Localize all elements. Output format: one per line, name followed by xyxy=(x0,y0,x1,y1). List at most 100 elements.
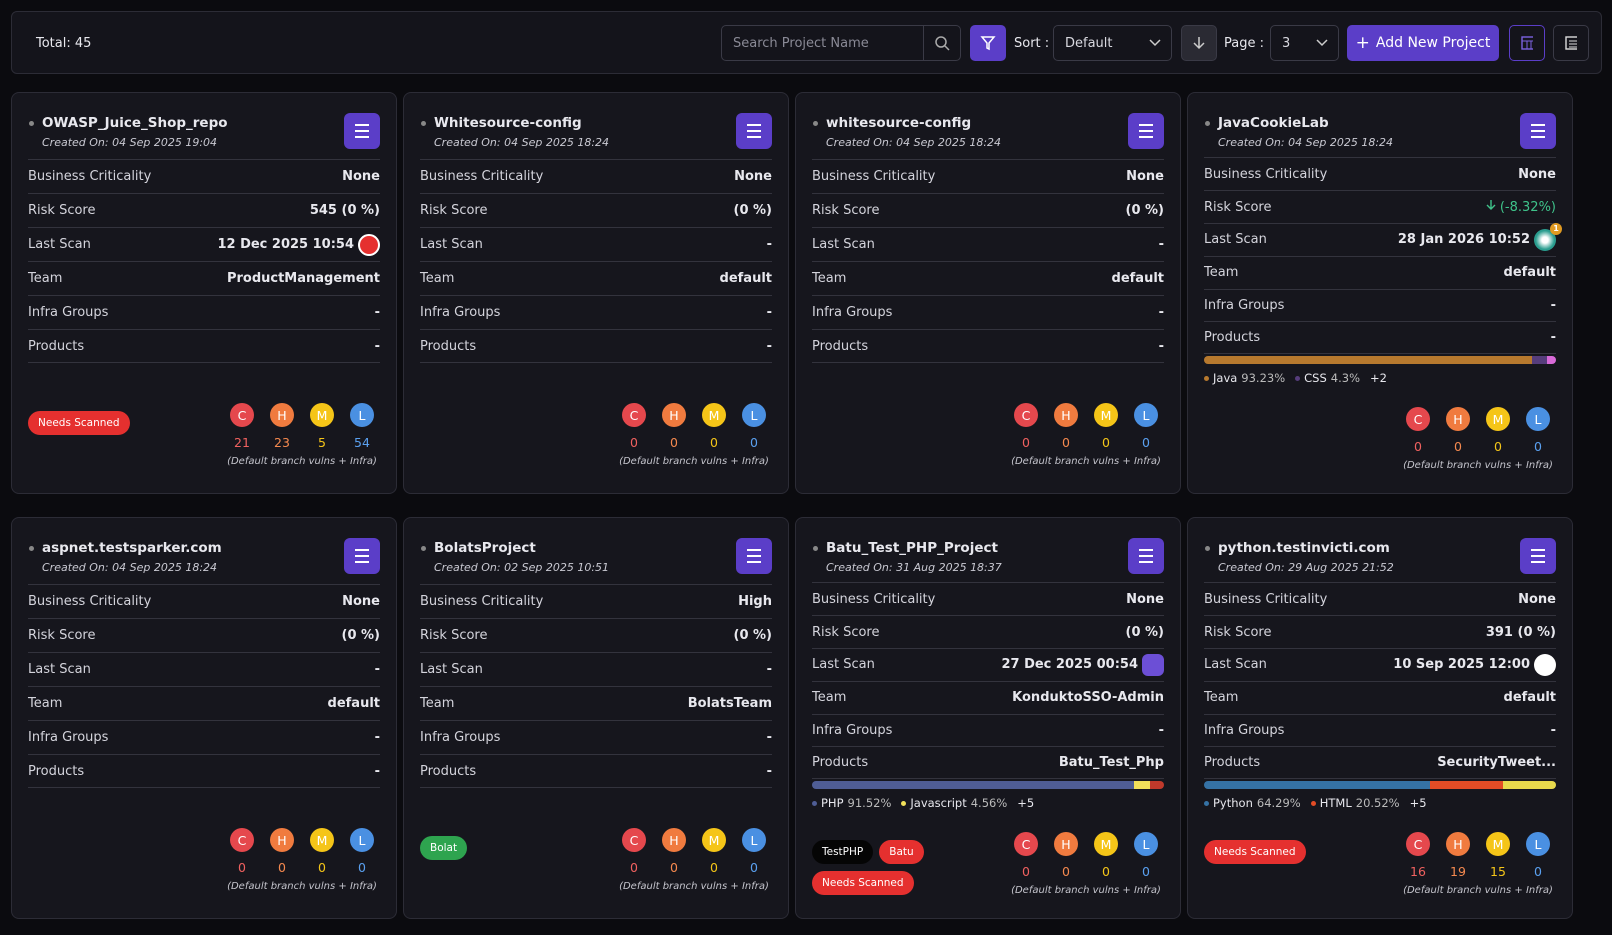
severity-badge: M xyxy=(702,828,726,852)
language-pct: 91.52% xyxy=(847,796,892,811)
language-segment xyxy=(1204,781,1431,790)
severity-count: 0 xyxy=(1142,435,1150,450)
field-row: Last Scan 12 Dec 2025 10:54 xyxy=(28,227,380,261)
severity-count: 19 xyxy=(1450,864,1466,880)
field-value: - xyxy=(1159,723,1164,738)
field-row: Infra Groups - xyxy=(28,295,380,329)
severity-count: 0 xyxy=(710,435,718,450)
tag[interactable]: Needs Scanned xyxy=(812,871,914,896)
field-row: Risk Score (0 %) xyxy=(420,193,772,227)
severity-badge: C xyxy=(622,403,646,427)
sort-select[interactable]: Default xyxy=(1053,25,1172,61)
language-more: +5 xyxy=(1017,796,1035,811)
field-label: Team xyxy=(1204,265,1239,281)
severity-column: H 23 xyxy=(262,403,302,450)
field-value: Batu_Test_Php xyxy=(1059,755,1164,770)
created-date: Created On: 04 Sep 2025 19:04 xyxy=(42,136,218,149)
field-value-text: ProductManagement xyxy=(226,271,380,286)
project-name: BolatsProject xyxy=(420,540,772,556)
severity-badge: M xyxy=(310,828,334,852)
field-row: Infra Groups - xyxy=(1204,713,1556,747)
severity-column: C 21 xyxy=(222,403,262,450)
menu-line xyxy=(1531,136,1545,138)
language-name: Java xyxy=(1213,371,1238,386)
tag[interactable]: Batu xyxy=(879,840,924,865)
search-icon xyxy=(935,36,950,51)
field-value: None xyxy=(342,594,380,609)
filter-button[interactable] xyxy=(970,25,1006,61)
card-footer: C 0 H 0 M 0 L 0 (Default branch vulns + Infra) xyxy=(1204,385,1556,493)
severity-summary: C 0 H 0 M 0 L 0 (Default branch vulns + Infra) xyxy=(222,828,382,892)
tag[interactable]: Needs Scanned xyxy=(1204,840,1306,865)
language-pct: 4.56% xyxy=(970,796,1008,811)
language-name: PHP xyxy=(821,796,844,811)
sort-value: Default xyxy=(1065,35,1113,51)
field-row: Last Scan - xyxy=(28,652,380,686)
sort-direction[interactable] xyxy=(1181,25,1217,61)
language-item: Javascript 4.56% xyxy=(901,796,1007,810)
menu-button[interactable] xyxy=(344,538,380,574)
menu-button[interactable] xyxy=(736,113,772,149)
menu-line xyxy=(1139,124,1153,126)
add-project-button[interactable]: + Add New Project xyxy=(1347,25,1499,61)
menu-button[interactable] xyxy=(736,538,772,574)
project-name: aspnet.testsparker.com xyxy=(28,540,380,556)
field-label: Infra Groups xyxy=(812,305,893,320)
tag[interactable]: Needs Scanned xyxy=(28,411,130,435)
menu-button[interactable] xyxy=(1128,113,1164,149)
menu-line xyxy=(355,136,369,138)
field-label: Team xyxy=(28,696,63,711)
field-value-text: 27 Dec 2025 00:54 xyxy=(1001,657,1138,673)
field-value-text: - xyxy=(766,730,772,745)
field-label: Business Criticality xyxy=(812,169,936,184)
list-view-button[interactable] xyxy=(1553,25,1589,61)
severity-badge: H xyxy=(270,828,294,852)
language-dot xyxy=(1204,801,1209,807)
field-value-text: - xyxy=(374,763,380,779)
menu-line xyxy=(355,555,369,557)
menu-line xyxy=(747,130,761,132)
field-row: Business Criticality None xyxy=(1204,582,1556,615)
card-header: OWASP_Juice_Shop_repo Created On: 04 Sep … xyxy=(28,93,380,159)
menu-button[interactable] xyxy=(344,113,380,149)
menu-button[interactable] xyxy=(1520,538,1556,574)
menu-button[interactable] xyxy=(1520,113,1556,149)
search-input[interactable]: Search Project Name xyxy=(721,25,961,61)
field-value-text: - xyxy=(766,763,772,779)
page-label: Page : xyxy=(1224,35,1264,51)
language-segment xyxy=(1134,781,1151,790)
tag[interactable]: TestPHP xyxy=(812,840,874,865)
language-item: Python 64.29% xyxy=(1204,796,1301,810)
field-value: High xyxy=(738,594,772,609)
menu-button[interactable] xyxy=(1128,538,1164,574)
field-value: default xyxy=(720,271,772,286)
severity-count: 0 xyxy=(670,435,678,450)
field-value-text: default xyxy=(1503,690,1556,706)
field-value-text: - xyxy=(766,305,772,320)
grid-view-button[interactable] xyxy=(1509,25,1545,61)
language-pct: 93.23% xyxy=(1241,371,1286,386)
language-legend: Java 93.23% CSS 4.3% +2 xyxy=(1204,371,1556,385)
severity-badge: M xyxy=(1094,403,1118,427)
severity-badge: L xyxy=(350,403,374,427)
tag[interactable]: Bolat xyxy=(420,836,468,860)
field-value: - xyxy=(767,339,772,354)
menu-line xyxy=(1139,561,1153,563)
field-label: Infra Groups xyxy=(420,305,501,320)
card-header: BolatsProject Created On: 02 Sep 2025 10:… xyxy=(420,518,772,584)
field-value: None xyxy=(1126,169,1164,184)
language-name: CSS xyxy=(1304,371,1327,386)
severity-column: C 16 xyxy=(1398,832,1438,879)
severity-badge: C xyxy=(1014,403,1038,427)
field-label: Last Scan xyxy=(812,237,875,252)
field-value-text: - xyxy=(766,338,772,354)
field-label: Last Scan xyxy=(420,237,483,252)
tag-list: TestPHP Batu Needs Scanned xyxy=(812,840,937,896)
page-select[interactable]: 3 xyxy=(1270,25,1339,61)
